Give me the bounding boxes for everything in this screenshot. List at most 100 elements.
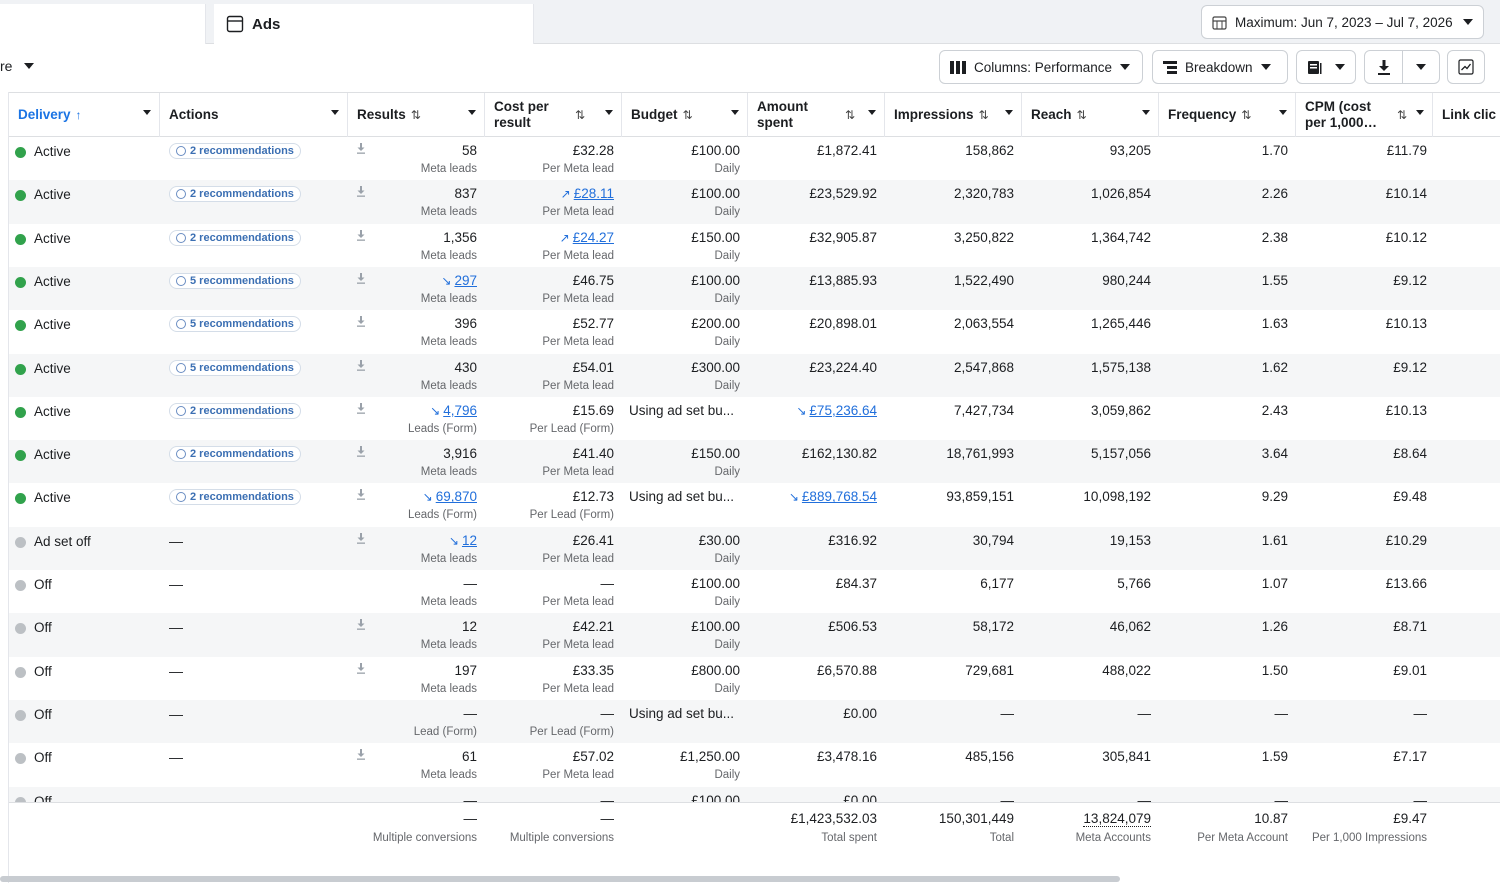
budget-cell[interactable]: £150.00 Daily xyxy=(629,440,740,483)
table-row[interactable]: Active 2 recommendations 1,356 Meta leads… xyxy=(9,224,1500,267)
recommendations-badge[interactable]: 2 recommendations xyxy=(169,402,301,419)
recommendations-badge[interactable]: 2 recommendations xyxy=(169,489,301,506)
sort-icon[interactable]: ⇅ xyxy=(410,108,421,122)
date-range-button[interactable]: Maximum: Jun 7, 2023 – Jul 7, 2026 xyxy=(1201,5,1484,39)
download-cell[interactable] xyxy=(356,354,370,397)
results-value[interactable]: 4,796 xyxy=(443,402,477,418)
download-cell[interactable] xyxy=(356,137,370,180)
download-cell[interactable] xyxy=(356,657,370,700)
table-row[interactable]: Active 2 recommendations 58 Meta leads £3… xyxy=(9,137,1500,180)
download-button[interactable] xyxy=(1365,51,1403,83)
column-actions[interactable]: Actions xyxy=(160,93,348,137)
table-row[interactable]: Off — 61 Meta leads £57.02 Per Meta lead £… xyxy=(9,743,1500,786)
budget-cell[interactable]: £150.00 Daily xyxy=(629,224,740,267)
download-cell[interactable] xyxy=(356,613,370,656)
column-delivery[interactable]: Delivery ↑ xyxy=(9,93,160,137)
recommendations-badge[interactable]: 2 recommendations xyxy=(169,229,301,246)
budget-cell[interactable]: £1,250.00 Daily xyxy=(629,743,740,786)
table-row[interactable]: Active 5 recommendations ↘ 297 Meta leads … xyxy=(9,266,1500,311)
table-row[interactable]: Off — — Lead (Form) — Per Lead (Form) Usin… xyxy=(9,699,1500,744)
budget-cell[interactable]: £30.00 Daily xyxy=(629,527,740,570)
columns-button[interactable]: Columns: Performance xyxy=(939,50,1143,84)
column-budget[interactable]: Budget ⇅ xyxy=(622,93,748,137)
table-row[interactable]: Active 2 recommendations ↘ 4,796 Leads (Fo… xyxy=(9,397,1500,440)
chevron-down-icon[interactable] xyxy=(331,110,339,115)
recommendations-badge[interactable]: 2 recommendations xyxy=(169,186,301,203)
column-frequency[interactable]: Frequency ⇅ xyxy=(1159,93,1296,137)
tab-ads[interactable]: Ads xyxy=(214,4,534,44)
budget-cell[interactable]: £100.00 Daily xyxy=(629,180,740,223)
table-row[interactable]: Active 2 recommendations 837 Meta leads ↗… xyxy=(9,180,1500,224)
breakdown-button[interactable]: Breakdown xyxy=(1152,50,1288,84)
table-row[interactable]: Active 2 recommendations 3,916 Meta leads… xyxy=(9,440,1500,484)
budget-cell[interactable]: £300.00 Daily xyxy=(629,354,740,397)
download-cell[interactable] xyxy=(356,483,370,526)
tab-previous[interactable] xyxy=(0,4,206,44)
column-cost-per-result[interactable]: Cost per result ⇅ xyxy=(485,93,622,137)
budget-cell[interactable]: £100.00 Daily xyxy=(629,267,740,310)
recommendations-badge[interactable]: 5 recommendations xyxy=(169,272,301,289)
cost-value[interactable]: £24.27 xyxy=(572,229,614,245)
results-value[interactable]: 12 xyxy=(461,532,477,548)
charts-button[interactable] xyxy=(1447,50,1485,84)
recommendations-badge[interactable]: 5 recommendations xyxy=(169,359,301,376)
chevron-down-icon[interactable] xyxy=(868,110,876,115)
table-row[interactable]: Active 2 recommendations ↘ 69,870 Leads (F… xyxy=(9,483,1500,526)
budget-cell[interactable]: £200.00 Daily xyxy=(629,310,740,353)
table-row[interactable]: Ad set off — ↘ 12 Meta leads £26.41 Per Met… xyxy=(9,526,1500,570)
sort-ascending-icon[interactable]: ↑ xyxy=(75,108,82,122)
recommendations-badge[interactable]: 2 recommendations xyxy=(169,446,301,463)
column-results[interactable]: Results ⇅ xyxy=(348,93,485,137)
chevron-down-icon[interactable] xyxy=(1416,110,1424,115)
sort-icon[interactable]: ⇅ xyxy=(1076,108,1087,122)
spent-value[interactable]: £889,768.54 xyxy=(801,489,877,505)
column-reach[interactable]: Reach ⇅ xyxy=(1022,93,1159,137)
chevron-down-icon[interactable] xyxy=(1279,110,1287,115)
table-row[interactable]: Off — 197 Meta leads £33.35 Per Meta lead … xyxy=(9,657,1500,700)
sort-icon[interactable]: ⇅ xyxy=(1397,108,1408,122)
results-value[interactable]: 69,870 xyxy=(435,489,477,505)
column-impressions[interactable]: Impressions ⇅ xyxy=(885,93,1022,137)
download-cell[interactable] xyxy=(356,527,370,570)
cost-value[interactable]: £28.11 xyxy=(573,186,614,202)
export-dropdown[interactable] xyxy=(1403,51,1439,83)
chevron-down-icon[interactable] xyxy=(1005,110,1013,115)
chevron-down-icon[interactable] xyxy=(143,110,151,115)
results-value[interactable]: 297 xyxy=(454,272,477,288)
sort-icon[interactable]: ⇅ xyxy=(575,108,586,122)
column-amount-spent[interactable]: Amount spent ⇅ xyxy=(748,93,885,137)
download-cell[interactable] xyxy=(356,743,370,786)
download-cell[interactable] xyxy=(356,310,370,353)
download-cell[interactable] xyxy=(356,224,370,267)
recommendations-badge[interactable]: 2 recommendations xyxy=(169,143,301,159)
budget-cell[interactable]: Using ad set bu... xyxy=(629,700,740,743)
budget-cell[interactable]: £100.00 Daily xyxy=(629,613,740,656)
export-button[interactable] xyxy=(1364,50,1440,84)
horizontal-scrollbar[interactable] xyxy=(0,876,1120,882)
spent-value[interactable]: £75,236.64 xyxy=(809,402,877,418)
column-cpm[interactable]: CPM (cost per 1,000… ⇅ xyxy=(1296,93,1433,137)
budget-cell[interactable]: Using ad set bu... xyxy=(629,397,740,440)
budget-cell[interactable]: Using ad set bu... xyxy=(629,483,740,526)
chevron-down-icon[interactable] xyxy=(731,110,739,115)
table-row[interactable]: Off — 12 Meta leads £42.21 Per Meta lead £… xyxy=(9,613,1500,657)
sort-icon[interactable]: ⇅ xyxy=(978,108,989,122)
sort-icon[interactable]: ⇅ xyxy=(1241,108,1252,122)
table-row[interactable]: Active 5 recommendations 396 Meta leads £… xyxy=(9,310,1500,353)
more-dropdown[interactable]: re xyxy=(0,58,35,74)
table-row[interactable]: Off — — Meta leads — Per Meta lead £100.00… xyxy=(9,570,1500,613)
recommendations-badge[interactable]: 5 recommendations xyxy=(169,316,301,333)
download-cell[interactable] xyxy=(356,267,370,310)
budget-cell[interactable]: £800.00 Daily xyxy=(629,657,740,700)
table-row[interactable]: Active 5 recommendations 430 Meta leads £… xyxy=(9,353,1500,397)
chevron-down-icon[interactable] xyxy=(1142,110,1150,115)
download-cell[interactable] xyxy=(356,180,370,223)
column-link-clicks[interactable]: Link clic xyxy=(1433,93,1500,137)
sort-icon[interactable]: ⇅ xyxy=(682,108,693,122)
chevron-down-icon[interactable] xyxy=(605,110,613,115)
total-reach-value[interactable]: 13,824,079 xyxy=(1083,811,1151,827)
budget-cell[interactable]: £100.00 Daily xyxy=(629,137,740,180)
chevron-down-icon[interactable] xyxy=(468,110,476,115)
download-cell[interactable] xyxy=(356,397,370,440)
sort-icon[interactable]: ⇅ xyxy=(845,108,856,122)
